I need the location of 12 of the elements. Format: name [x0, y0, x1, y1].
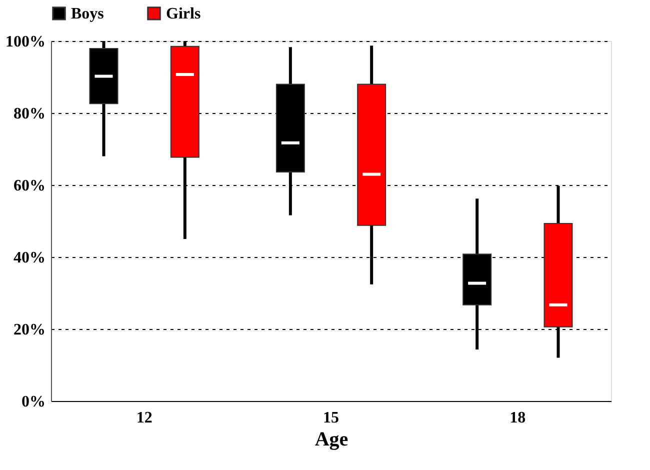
y-tick-label: 80% — [14, 106, 46, 122]
y-tick-label: 20% — [14, 322, 46, 338]
legend-label: Girls — [166, 5, 201, 22]
legend-label: Boys — [71, 5, 104, 22]
x-tick-label: 15 — [323, 410, 339, 426]
x-tick-label: 18 — [510, 410, 526, 426]
y-tick-label: 40% — [14, 250, 46, 266]
y-tick-label: 100% — [6, 34, 46, 50]
y-tick-label: 60% — [14, 178, 46, 194]
y-tick-label: 0% — [22, 394, 46, 410]
x-tick-label: 12 — [136, 410, 152, 426]
x-axis-title: Age — [314, 428, 348, 450]
